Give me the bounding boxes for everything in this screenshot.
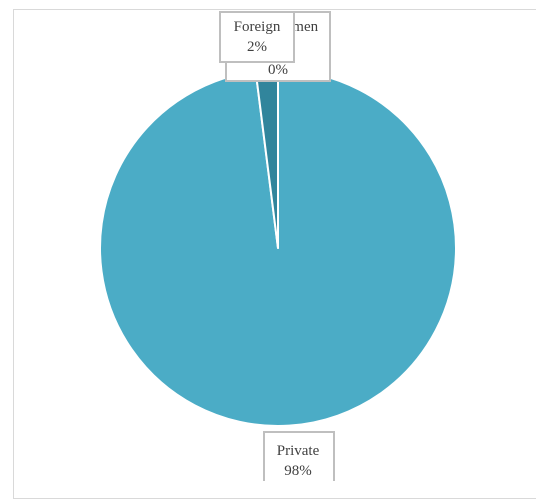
pie-slice-private <box>99 69 457 427</box>
data-label-percent: 98% <box>284 463 312 479</box>
data-label-box <box>263 431 335 481</box>
data-label-category: Private <box>277 443 320 459</box>
pie-slices <box>99 69 457 427</box>
data-label-percent: 0% <box>268 62 288 78</box>
data-label-category: Foreign <box>234 19 281 35</box>
data-label-percent: 2% <box>247 39 267 55</box>
data-label-foreign: Foreign 2% <box>219 11 295 63</box>
data-label-private: Private 98% <box>263 431 335 481</box>
data-label-box <box>219 11 295 63</box>
